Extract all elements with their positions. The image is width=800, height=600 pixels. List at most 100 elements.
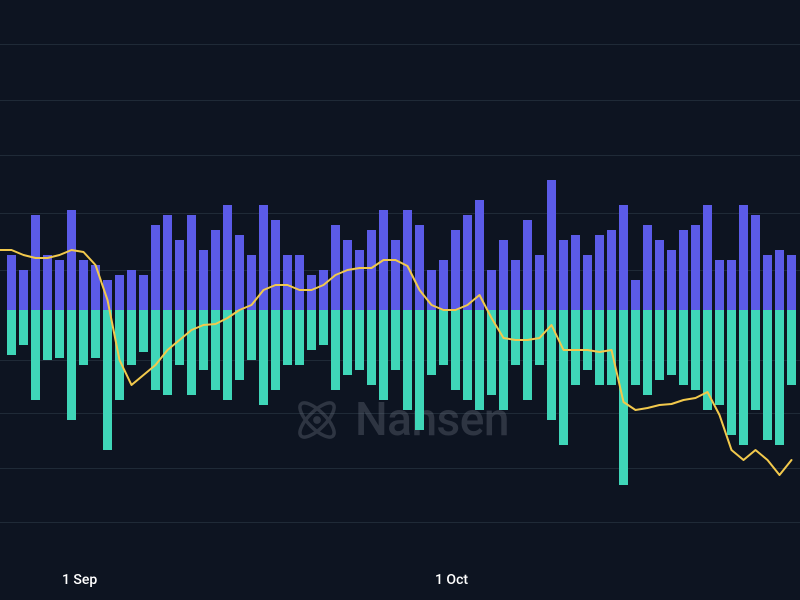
bar-down bbox=[787, 310, 796, 385]
bar-down bbox=[187, 310, 196, 395]
bar-up bbox=[187, 215, 196, 310]
bar-up bbox=[403, 210, 412, 310]
bar-down bbox=[283, 310, 292, 365]
bar-down bbox=[763, 310, 772, 440]
bar-up bbox=[559, 240, 568, 310]
bar-down bbox=[415, 310, 424, 430]
bar-down bbox=[379, 310, 388, 400]
bar-up bbox=[583, 255, 592, 310]
bar-up bbox=[727, 260, 736, 310]
bar-down bbox=[43, 310, 52, 360]
x-axis-label: 1 Oct bbox=[435, 572, 468, 588]
bar-up bbox=[223, 205, 232, 310]
bar-down bbox=[499, 310, 508, 410]
bar-up bbox=[235, 235, 244, 310]
bar-up bbox=[595, 235, 604, 310]
bar-up bbox=[547, 180, 556, 310]
bar-down bbox=[691, 310, 700, 390]
bar-down bbox=[463, 310, 472, 400]
bar-up bbox=[331, 225, 340, 310]
bar-down bbox=[223, 310, 232, 400]
bar-down bbox=[163, 310, 172, 395]
bar-down bbox=[271, 310, 280, 390]
bar-down bbox=[607, 310, 616, 385]
bar-down bbox=[631, 310, 640, 385]
chart-container: Nansen 1 Sep1 Oct bbox=[0, 0, 800, 600]
bar-down bbox=[235, 310, 244, 380]
bars-layer bbox=[0, 0, 800, 600]
bar-down bbox=[727, 310, 736, 435]
bar-down bbox=[403, 310, 412, 410]
bar-down bbox=[559, 310, 568, 445]
bar-down bbox=[67, 310, 76, 420]
bar-up bbox=[163, 215, 172, 310]
bar-up bbox=[91, 265, 100, 310]
bar-down bbox=[703, 310, 712, 410]
bar-up bbox=[319, 270, 328, 310]
bar-down bbox=[367, 310, 376, 385]
bar-up bbox=[343, 240, 352, 310]
bar-up bbox=[55, 260, 64, 310]
bar-up bbox=[511, 260, 520, 310]
bar-up bbox=[535, 255, 544, 310]
bar-up bbox=[355, 250, 364, 310]
bar-down bbox=[355, 310, 364, 370]
bar-down bbox=[535, 310, 544, 365]
bar-down bbox=[307, 310, 316, 350]
bar-up bbox=[295, 255, 304, 310]
bar-up bbox=[415, 225, 424, 310]
bar-up bbox=[199, 250, 208, 310]
bar-down bbox=[391, 310, 400, 370]
bar-up bbox=[67, 210, 76, 310]
bar-up bbox=[499, 240, 508, 310]
bar-down bbox=[55, 310, 64, 358]
bar-down bbox=[103, 310, 112, 450]
bar-down bbox=[655, 310, 664, 380]
bar-down bbox=[19, 310, 28, 345]
bar-down bbox=[7, 310, 16, 355]
bar-up bbox=[691, 225, 700, 310]
bar-up bbox=[703, 205, 712, 310]
bar-up bbox=[787, 255, 796, 310]
bar-up bbox=[211, 230, 220, 310]
bar-down bbox=[739, 310, 748, 445]
bar-up bbox=[19, 270, 28, 310]
bar-down bbox=[115, 310, 124, 400]
bar-up bbox=[103, 280, 112, 310]
bar-down bbox=[79, 310, 88, 365]
bar-up bbox=[679, 230, 688, 310]
bar-up bbox=[751, 215, 760, 310]
bar-down bbox=[475, 310, 484, 410]
bar-up bbox=[259, 205, 268, 310]
bar-up bbox=[127, 270, 136, 310]
bar-down bbox=[199, 310, 208, 370]
bar-up bbox=[763, 255, 772, 310]
bar-down bbox=[511, 310, 520, 365]
bar-up bbox=[79, 260, 88, 310]
bar-down bbox=[751, 310, 760, 410]
bar-up bbox=[571, 235, 580, 310]
bar-up bbox=[283, 255, 292, 310]
bar-up bbox=[175, 240, 184, 310]
bar-up bbox=[427, 270, 436, 310]
bar-down bbox=[523, 310, 532, 400]
bar-down bbox=[211, 310, 220, 390]
bar-down bbox=[319, 310, 328, 345]
bar-down bbox=[487, 310, 496, 395]
bar-up bbox=[7, 255, 16, 310]
bar-up bbox=[151, 225, 160, 310]
bar-down bbox=[619, 310, 628, 485]
bar-down bbox=[667, 310, 676, 375]
bar-up bbox=[487, 270, 496, 310]
bar-down bbox=[295, 310, 304, 365]
bar-down bbox=[343, 310, 352, 375]
bar-down bbox=[127, 310, 136, 365]
bar-up bbox=[451, 230, 460, 310]
bar-up bbox=[631, 280, 640, 310]
bar-down bbox=[715, 310, 724, 405]
bar-down bbox=[139, 310, 148, 352]
bar-up bbox=[115, 275, 124, 310]
bar-up bbox=[475, 200, 484, 310]
bar-down bbox=[31, 310, 40, 400]
bar-up bbox=[379, 210, 388, 310]
